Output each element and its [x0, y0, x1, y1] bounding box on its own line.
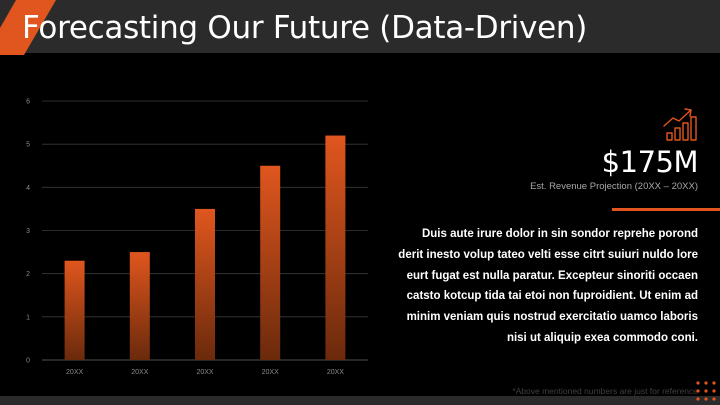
y-tick-label: 3 [26, 228, 30, 235]
y-tick-label: 4 [26, 185, 30, 192]
x-tick-label: 20XX [66, 369, 83, 376]
bottom-bar [0, 396, 720, 405]
y-tick-label: 1 [26, 314, 30, 321]
x-tick-label: 20XX [196, 369, 213, 376]
bar [64, 260, 85, 360]
y-tick-label: 6 [26, 99, 30, 106]
slide-title: Forecasting Our Future (Data-Driven) [22, 10, 588, 46]
x-tick-label: 20XX [327, 369, 344, 376]
x-tick-label: 20XX [262, 369, 279, 376]
title-bar [0, 0, 720, 53]
kpi-value: $175M [601, 145, 699, 179]
body-paragraph: Duis aute irure dolor in sin sondor repr… [398, 228, 698, 344]
y-tick-label: 5 [26, 142, 30, 149]
bar [325, 135, 346, 360]
revenue-bar-chart: 0 1 2 3 4 5 6 20XX 20XX 20XX 20XX 20XX [20, 90, 380, 380]
footnote: *Above mentioned numbers are just for re… [512, 386, 698, 396]
growth-chart-icon [663, 108, 697, 141]
y-tick-label: 0 [26, 358, 30, 365]
kpi-caption: Est. Revenue Projection (20XX – 20XX) [530, 181, 698, 192]
kpi-underline [612, 208, 720, 211]
bar [129, 252, 150, 360]
bar [195, 208, 215, 360]
bar [260, 165, 281, 360]
x-tick-label: 20XX [131, 369, 148, 376]
corner-accent [0, 0, 56, 55]
y-tick-label: 2 [26, 271, 30, 278]
dot-grid-icon [696, 381, 716, 401]
